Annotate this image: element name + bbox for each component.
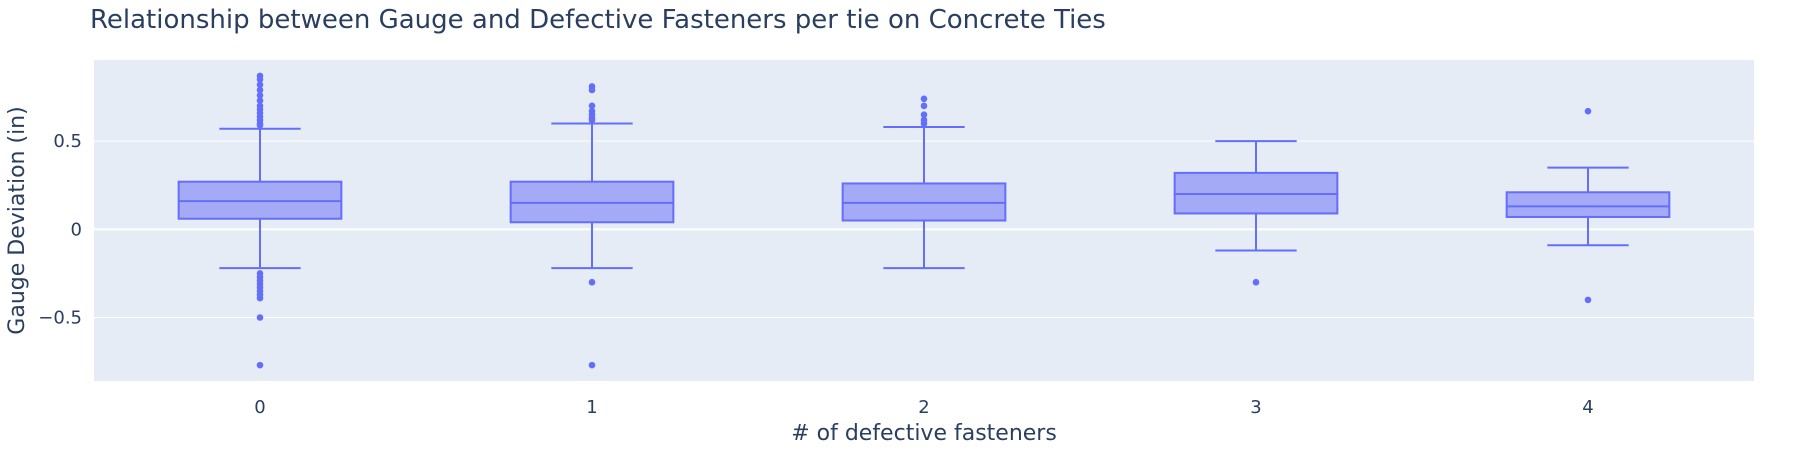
outlier-point bbox=[920, 102, 928, 110]
outlier-point bbox=[256, 86, 264, 94]
x-tick-label: 1 bbox=[586, 397, 597, 418]
outlier-point bbox=[256, 121, 264, 129]
outlier-point bbox=[256, 97, 264, 104]
x-tick-label: 0 bbox=[254, 397, 265, 418]
box-2 bbox=[841, 95, 1007, 270]
box-1 bbox=[509, 83, 675, 369]
outlier-point bbox=[256, 81, 264, 88]
outlier-point bbox=[256, 314, 264, 321]
y-axis-title: Gauge Deviation (in) bbox=[5, 106, 30, 334]
outlier-point bbox=[588, 278, 596, 286]
outlier-point bbox=[588, 116, 596, 124]
outlier-point bbox=[1584, 296, 1592, 304]
x-tick-label: 3 bbox=[1250, 397, 1261, 418]
outlier-point bbox=[256, 294, 264, 302]
outlier-point bbox=[256, 361, 264, 369]
outlier-point bbox=[1584, 107, 1592, 115]
iqr-box bbox=[1505, 191, 1671, 218]
outlier-point bbox=[588, 86, 596, 94]
box-0 bbox=[177, 72, 343, 369]
x-tick-label: 2 bbox=[918, 397, 929, 418]
outlier-point bbox=[920, 111, 928, 118]
outlier-point bbox=[256, 91, 264, 99]
box-3 bbox=[1173, 140, 1339, 286]
outlier-point bbox=[588, 361, 596, 369]
x-axis-title: # of defective fasteners bbox=[791, 421, 1057, 446]
outlier-point bbox=[256, 76, 264, 83]
box-4 bbox=[1505, 107, 1671, 304]
boxes bbox=[177, 72, 1671, 369]
outlier-point bbox=[920, 95, 928, 103]
outlier-point bbox=[1252, 278, 1260, 286]
y-tick-label: 0 bbox=[71, 219, 82, 240]
y-tick-label: 0.5 bbox=[53, 131, 82, 152]
outlier-point bbox=[588, 102, 596, 110]
x-tick-label: 4 bbox=[1582, 397, 1593, 418]
y-tick-labels: −0.5 0 0.5 bbox=[38, 131, 82, 328]
y-tick-label: −0.5 bbox=[38, 308, 82, 329]
outlier-point bbox=[920, 120, 928, 127]
chart-title: Relationship between Gauge and Defective… bbox=[90, 5, 1106, 35]
x-tick-labels: 0 1 2 3 4 bbox=[254, 397, 1593, 418]
